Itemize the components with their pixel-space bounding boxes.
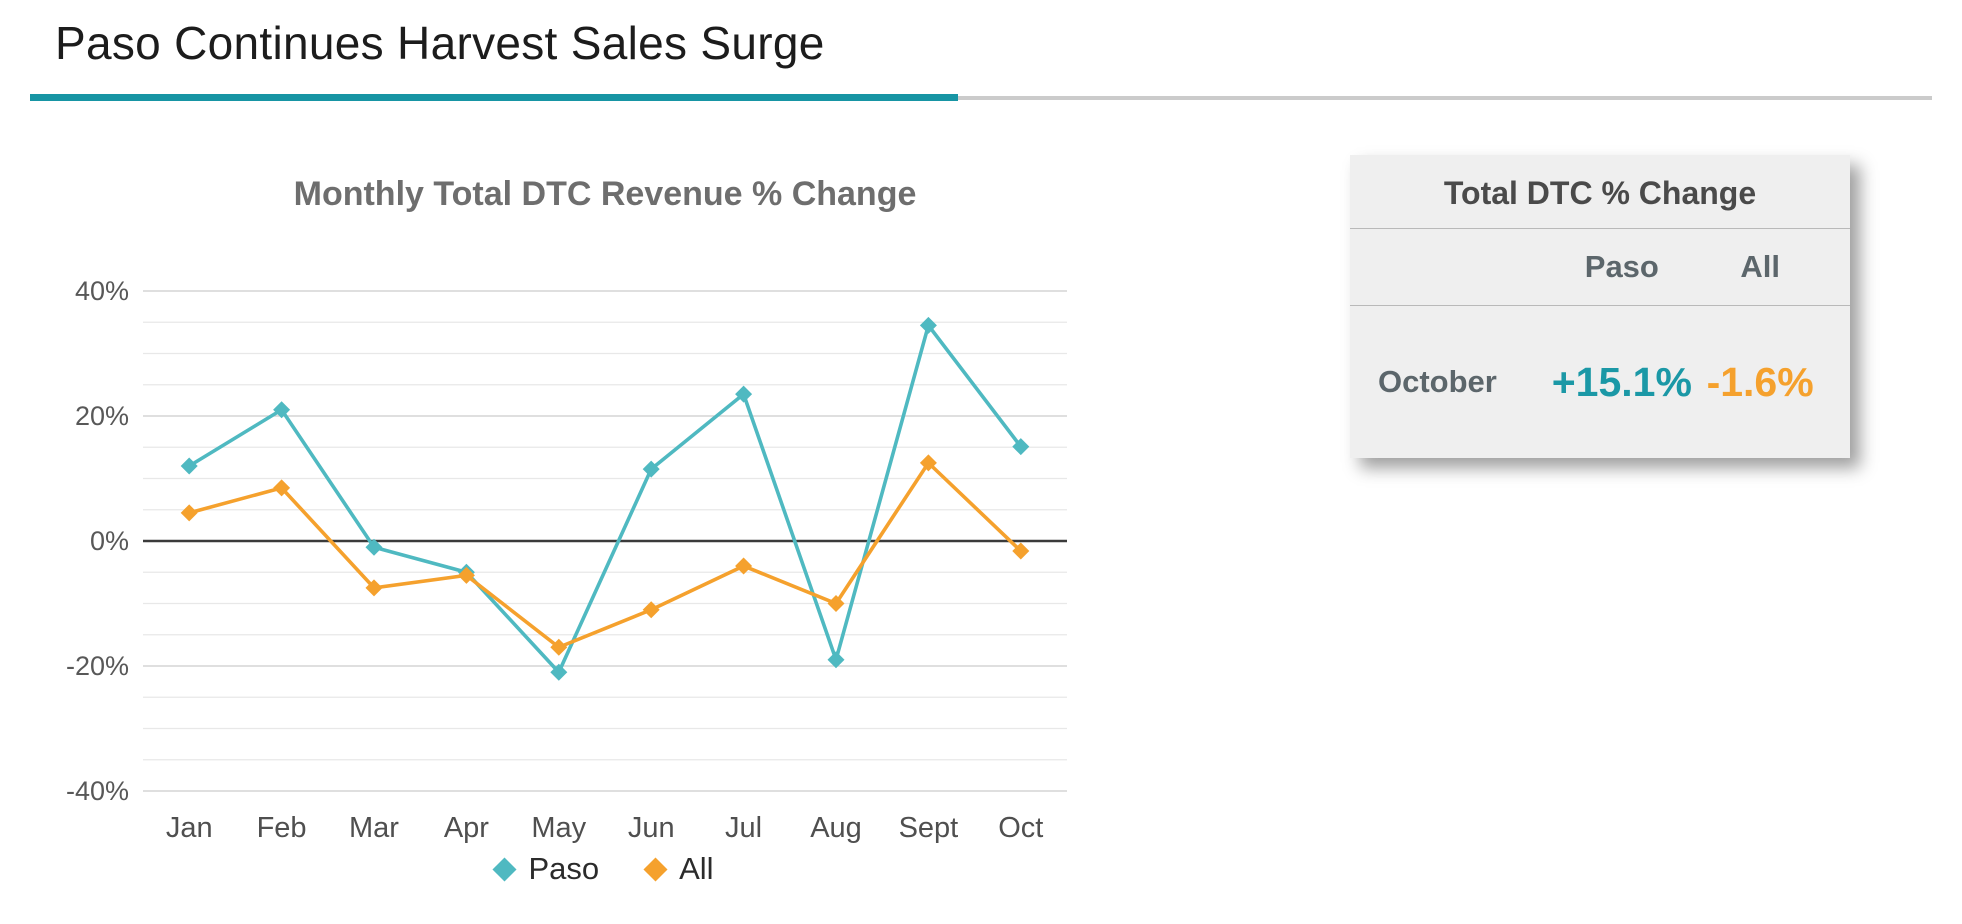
chart-legend: Paso All — [115, 851, 1095, 887]
summary-card: Total DTC % Change Paso All October +15.… — [1350, 155, 1850, 458]
legend-label-paso: Paso — [528, 851, 600, 886]
x-tick-label: Apr — [444, 812, 489, 844]
marker-all-oct — [1012, 542, 1030, 560]
card-divider-mid — [1350, 305, 1850, 306]
marker-paso-sept — [919, 316, 937, 334]
summary-card-header-row: Paso All — [1350, 229, 1850, 305]
all-diamond-icon — [643, 856, 668, 882]
marker-paso-mar — [365, 538, 383, 556]
x-tick-label: Oct — [998, 812, 1043, 844]
title-underline-gray — [30, 96, 1932, 100]
marker-all-aug — [827, 595, 845, 612]
x-tick-label: Jun — [628, 812, 675, 844]
dtc-revenue-chart: Monthly Total DTC Revenue % Change 40% 20%… — [35, 139, 1095, 887]
series-line-all — [188, 460, 1023, 650]
marker-paso-feb — [273, 401, 291, 419]
paso-diamond-icon — [492, 856, 517, 882]
y-tick-label: 40% — [75, 276, 129, 306]
x-tick-label: Aug — [810, 812, 862, 844]
chart-title: Monthly Total DTC Revenue % Change — [294, 175, 917, 213]
x-tick-label: May — [531, 812, 586, 844]
legend-item-paso: Paso — [492, 851, 600, 887]
marker-paso-jul — [735, 385, 753, 403]
marker-all-may — [550, 638, 568, 656]
y-tick-label: -20% — [66, 651, 129, 681]
summary-card-title: Total DTC % Change — [1443, 175, 1757, 211]
marker-paso-jan — [180, 457, 198, 475]
card-divider-top — [1350, 228, 1850, 229]
legend-label-all: All — [679, 851, 714, 886]
marker-all-apr — [457, 566, 475, 584]
x-tick-label: Sept — [899, 812, 959, 844]
y-tick-label: 20% — [75, 401, 129, 431]
slide: Paso Continues Harvest Sales Surge Month… — [0, 16, 1962, 887]
marker-paso-may — [550, 663, 568, 681]
row-label-october: October — [1378, 364, 1497, 399]
marker-all-mar — [365, 579, 383, 597]
dtc-line-chart-svg: Monthly Total DTC Revenue % Change 40% 20%… — [66, 175, 1067, 844]
marker-all-sept — [919, 454, 937, 472]
column-header-paso: Paso — [1584, 249, 1659, 284]
legend-item-all: All — [643, 851, 714, 887]
x-tick-label: Feb — [257, 812, 307, 844]
all-change-value: -1.6% — [1706, 358, 1814, 405]
summary-card-data-row: October +15.1% -1.6% — [1350, 306, 1850, 458]
title-underline-accent — [30, 94, 959, 101]
marker-all-jan — [180, 504, 198, 522]
title-underline — [30, 94, 1932, 103]
marker-all-feb — [273, 479, 291, 497]
x-tick-label: Jan — [166, 812, 213, 844]
marker-paso-aug — [827, 651, 845, 669]
y-tick-label: 0% — [90, 526, 129, 556]
marker-all-jun — [642, 601, 660, 619]
marker-paso-oct — [1012, 438, 1030, 456]
paso-change-value: +15.1% — [1551, 358, 1692, 405]
y-tick-label: -40% — [66, 776, 129, 806]
series-line-paso — [188, 321, 1023, 676]
x-tick-label: Mar — [349, 812, 399, 844]
main-content: Monthly Total DTC Revenue % Change 40% 20%… — [35, 139, 1962, 887]
marker-paso-jun — [642, 460, 660, 478]
column-header-all: All — [1740, 249, 1780, 284]
marker-all-jul — [735, 557, 753, 575]
page-title: Paso Continues Harvest Sales Surge — [55, 17, 825, 69]
x-tick-label: Jul — [725, 812, 762, 844]
